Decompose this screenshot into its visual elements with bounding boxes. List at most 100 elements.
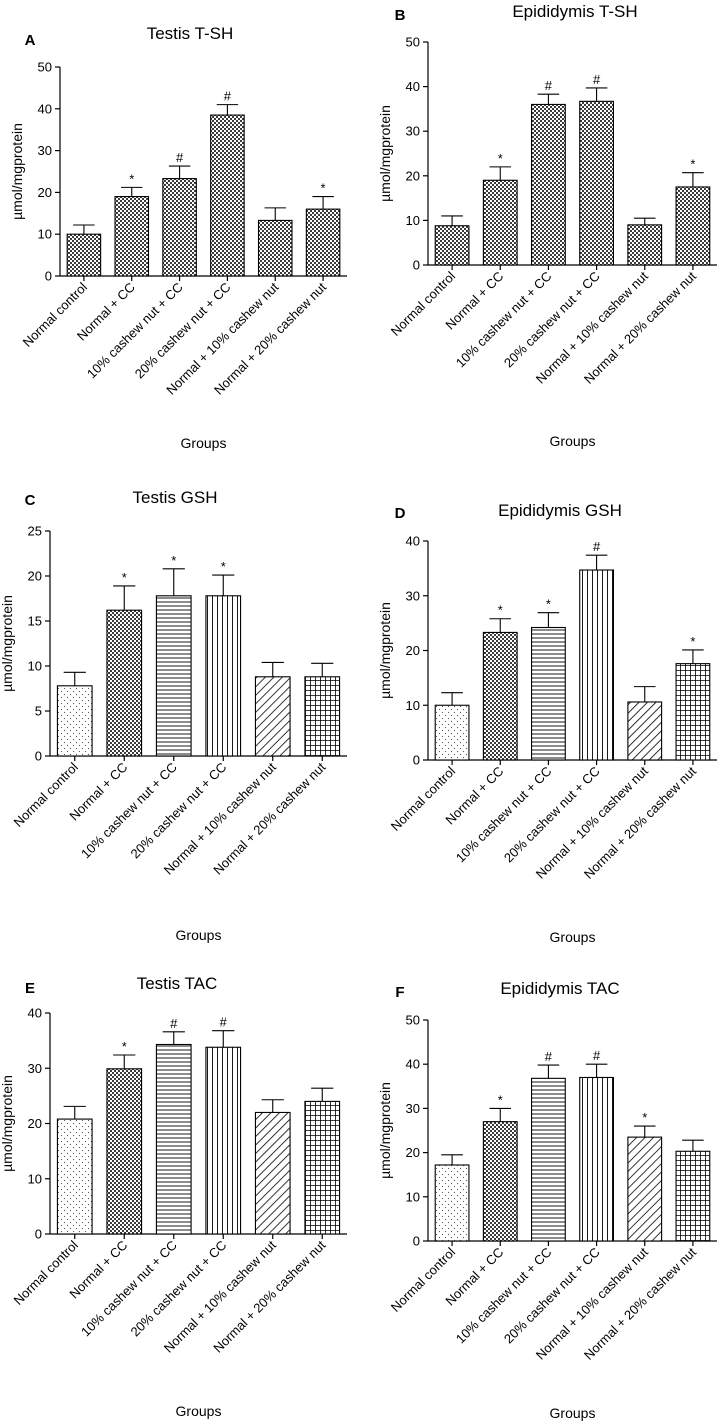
bar: [66, 233, 102, 277]
bar: [531, 1077, 566, 1242]
bar: [106, 609, 143, 757]
significance-marker: *: [498, 1092, 503, 1107]
y-tick-label: 40: [28, 1006, 42, 1021]
chart-title: Epididymis TAC: [500, 979, 619, 998]
y-tick-label: 30: [406, 588, 420, 603]
significance-marker: *: [122, 1039, 127, 1054]
panel-label: B: [395, 7, 406, 24]
x-tick-label: 20% cashew nut + CC: [501, 269, 603, 371]
x-axis-label: Groups: [550, 433, 596, 449]
bar: [205, 595, 242, 757]
y-tick-label: 10: [38, 227, 52, 242]
bar: [106, 1068, 143, 1235]
y-tick-label: 30: [406, 1101, 420, 1116]
y-tick-label: 50: [406, 35, 420, 50]
x-tick-label: 10% cashew nut + CC: [84, 280, 186, 382]
panel-label: E: [25, 980, 35, 997]
bar: [210, 114, 245, 277]
significance-marker: *: [122, 570, 127, 585]
significance-marker: *: [642, 1110, 647, 1125]
x-tick-label: Normal control: [10, 1237, 80, 1307]
bar: [627, 1136, 663, 1242]
x-axis-label: Groups: [550, 1405, 596, 1421]
y-tick-label: 0: [35, 1227, 42, 1242]
y-tick-label: 20: [38, 185, 52, 200]
bar: [579, 569, 614, 761]
bar: [304, 676, 341, 757]
bar: [627, 701, 663, 761]
y-tick-label: 50: [38, 60, 52, 75]
significance-marker: #: [593, 1048, 601, 1063]
y-axis-label: µmol/mgprotein: [0, 595, 15, 692]
bar: [482, 631, 518, 761]
bar: [675, 663, 711, 761]
x-axis-label: Groups: [176, 1403, 222, 1419]
x-tick-label: 20% cashew nut + CC: [132, 280, 234, 382]
significance-marker: #: [545, 1049, 553, 1064]
significance-marker: *: [690, 634, 695, 649]
significance-marker: *: [498, 151, 503, 166]
y-tick-label: 10: [406, 1189, 420, 1204]
chart-title: Testis GSH: [132, 488, 217, 507]
y-tick-label: 30: [28, 1061, 42, 1076]
bar: [675, 1150, 711, 1242]
y-tick-label: 30: [38, 143, 52, 158]
y-tick-label: 40: [38, 101, 52, 116]
y-axis-label: µmol/mgprotein: [0, 1075, 15, 1172]
x-tick-label: 20% cashew nut + CC: [128, 1238, 230, 1340]
chart-panel-e: E Testis TAC 0 10 20 30 40 µmol/mgprotein Normal…: [0, 974, 347, 1419]
bar: [627, 224, 663, 266]
y-tick-label: 25: [28, 524, 42, 539]
y-tick-label: 0: [45, 269, 52, 284]
significance-marker: #: [220, 1015, 228, 1030]
y-tick-label: 40: [406, 79, 420, 94]
y-tick-label: 10: [406, 698, 420, 713]
significance-marker: #: [176, 150, 184, 165]
bar: [579, 100, 614, 266]
x-axis-label: Groups: [176, 927, 222, 943]
x-tick-label: 10% cashew nut + CC: [78, 760, 180, 862]
x-tick-label: 10% cashew nut + CC: [453, 269, 555, 371]
y-tick-label: 0: [413, 1234, 420, 1249]
significance-marker: *: [171, 553, 176, 568]
chart-panel-c: C Testis GSH 0 5 10 15 20 25 µmol/mgprotein Norma…: [0, 488, 347, 943]
y-tick-label: 50: [406, 1013, 420, 1028]
y-axis-label: µmol/mgprotein: [377, 602, 393, 699]
significance-marker: *: [221, 559, 226, 574]
chart-panel-f: F Epididymis TAC 0 10 20 30 40 50 µmol/mgprotein…: [377, 979, 717, 1421]
significance-marker: #: [545, 78, 553, 93]
y-tick-label: 40: [406, 534, 420, 549]
y-tick-label: 10: [28, 1171, 42, 1186]
y-tick-label: 0: [35, 749, 42, 764]
y-tick-label: 10: [28, 659, 42, 674]
bar: [155, 1043, 192, 1235]
bar: [257, 219, 293, 277]
bar: [482, 179, 518, 266]
y-axis-label: µmol/mgprotein: [377, 105, 393, 202]
x-tick-label: 10% cashew nut + CC: [78, 1238, 180, 1340]
x-tick-label: 20% cashew nut + CC: [501, 764, 603, 866]
y-axis-label: µmol/mgprotein: [377, 1082, 393, 1179]
bar: [434, 704, 470, 761]
chart-title: Epididymis T-SH: [512, 2, 637, 21]
y-tick-label: 20: [406, 643, 420, 658]
bar: [304, 1100, 341, 1235]
x-tick-label: Normal control: [10, 759, 80, 829]
bar: [675, 186, 711, 266]
chart-panel-a: A Testis T-SH01020304050µmol/mgproteinNor…: [9, 24, 347, 451]
bar: [531, 626, 566, 761]
panel-label: C: [25, 492, 36, 509]
chart-panel-d: D Epididymis GSH010203040µmol/mgproteinNo…: [377, 501, 717, 945]
y-tick-label: 10: [406, 213, 420, 228]
bar: [155, 595, 192, 757]
y-tick-label: 0: [413, 258, 420, 273]
bar: [56, 685, 93, 757]
significance-marker: *: [690, 157, 695, 172]
bar: [434, 225, 470, 266]
significance-marker: *: [498, 603, 503, 618]
bar: [254, 1111, 291, 1235]
bar: [305, 208, 341, 277]
panel-label: D: [395, 505, 406, 522]
bar: [254, 676, 291, 757]
chart-title: Testis T-SH: [147, 24, 234, 43]
